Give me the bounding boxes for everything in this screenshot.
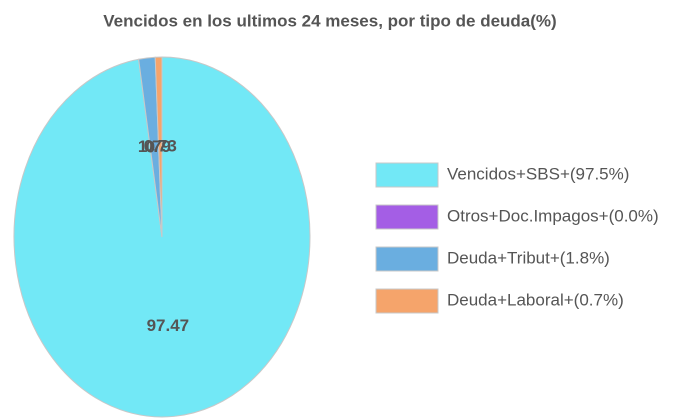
legend-label: Deuda+Laboral+(0.7%) (447, 290, 624, 309)
legend-label: Vencidos+SBS+(97.5%) (447, 164, 629, 183)
pie-slice (154, 56, 163, 238)
legend-swatch (375, 204, 439, 230)
data-label: 0.73 (144, 137, 177, 156)
legend-swatch (375, 288, 439, 314)
chart-title: Vencidos en los ultimos 24 meses, por ti… (103, 11, 556, 30)
data-label: 97.47 (147, 316, 190, 335)
legend-swatch (375, 246, 439, 272)
data-label: 0 (146, 138, 155, 157)
legend-label: Deuda+Tribut+(1.8%) (447, 248, 610, 267)
legend-swatch (375, 162, 439, 188)
data-label: 1.79 (138, 137, 171, 156)
legend-label: Otros+Doc.Impagos+(0.0%) (447, 206, 659, 225)
